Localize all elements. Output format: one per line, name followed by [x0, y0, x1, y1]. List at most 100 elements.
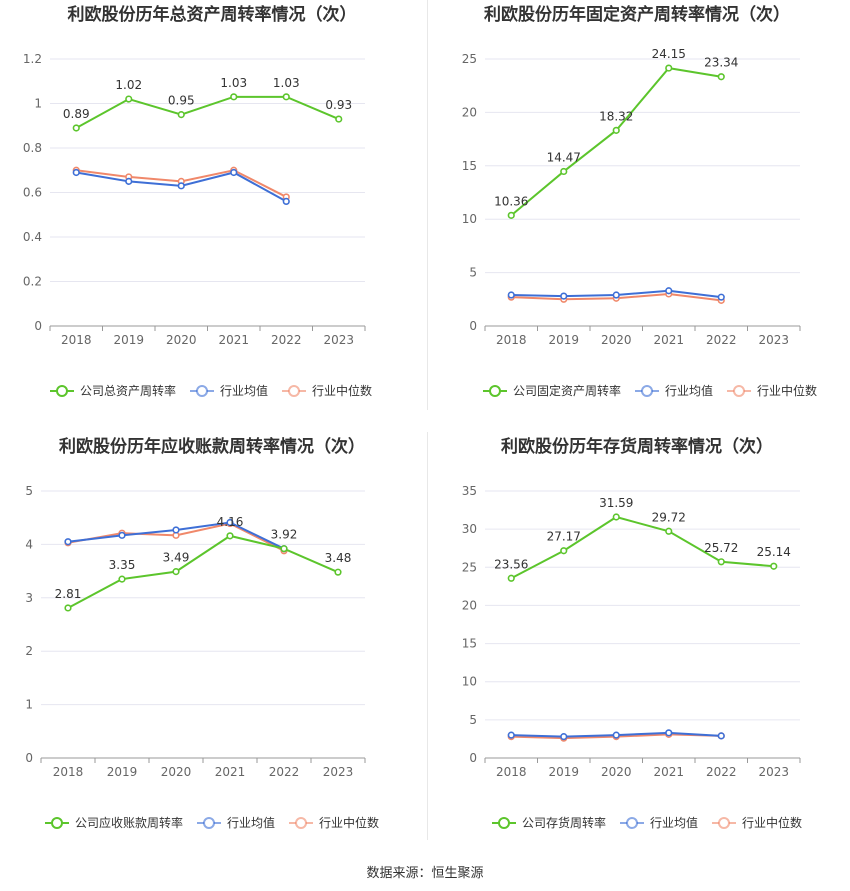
data-point-company — [118, 575, 126, 583]
legend-marker-median — [733, 385, 745, 397]
data-label: 0.89 — [63, 107, 90, 121]
data-label: 25.14 — [757, 545, 791, 559]
y-tick-label: 0.2 — [23, 275, 42, 289]
data-label: 3.49 — [163, 551, 190, 565]
y-tick-label: 1 — [34, 97, 42, 111]
x-tick-label: 2023 — [323, 333, 354, 347]
data-point-company — [507, 211, 515, 219]
legend-marker-avg — [641, 385, 653, 397]
data-label: 4.16 — [217, 515, 244, 529]
data-label: 31.59 — [599, 496, 633, 510]
data-source-note: 数据来源：恒生聚源 — [366, 866, 484, 881]
data-point-company — [282, 93, 290, 101]
legend-marker-median — [295, 817, 307, 829]
data-label: 27.17 — [547, 530, 581, 544]
data-label: 0.93 — [325, 98, 352, 112]
x-tick-label: 2019 — [113, 333, 144, 347]
legend-label: 公司固定资产周转率 — [513, 383, 621, 398]
panel-divider-bottom — [427, 432, 428, 840]
data-label: 23.56 — [494, 557, 528, 571]
data-label: 29.72 — [652, 510, 686, 524]
x-tick-label: 2019 — [548, 765, 579, 779]
legend-marker-avg — [203, 817, 215, 829]
legend-marker-company — [56, 385, 68, 397]
x-tick-label: 2020 — [166, 333, 197, 347]
data-label: 0.95 — [168, 94, 195, 108]
y-tick-label: 30 — [462, 522, 477, 536]
data-point-company — [717, 558, 725, 566]
y-tick-label: 0 — [469, 319, 477, 333]
y-tick-label: 20 — [462, 598, 477, 612]
y-tick-label: 0.6 — [23, 186, 42, 200]
data-point-avg — [560, 292, 568, 300]
data-point-avg — [226, 518, 234, 527]
y-tick-label: 0 — [34, 319, 42, 333]
series-line-company — [510, 66, 722, 217]
data-label: 1.02 — [115, 78, 142, 92]
legend-label: 行业中位数 — [319, 815, 379, 830]
data-point-avg — [118, 531, 126, 539]
data-point-avg — [612, 291, 620, 299]
x-tick-label: 2022 — [706, 333, 737, 347]
y-tick-label: 35 — [462, 484, 477, 498]
y-tick-label: 5 — [469, 266, 477, 280]
data-label: 14.47 — [547, 150, 581, 164]
legend-marker-avg — [196, 385, 208, 397]
data-point-company — [560, 167, 568, 176]
y-tick-label: 10 — [462, 675, 477, 689]
data-point-avg — [560, 733, 568, 741]
data-point-company — [125, 95, 133, 103]
y-tick-label: 5 — [469, 713, 477, 727]
data-point-avg — [282, 197, 290, 205]
y-tick-label: 0 — [25, 751, 33, 765]
x-tick-label: 2021 — [653, 333, 684, 347]
legend-label: 公司应收账款周转率 — [75, 815, 183, 830]
legend-marker-median — [718, 817, 730, 829]
series-line-company — [67, 534, 339, 609]
y-tick-label: 3 — [25, 591, 33, 605]
data-point-avg — [125, 177, 133, 185]
x-tick-label: 2023 — [323, 765, 354, 779]
data-point-company — [334, 568, 342, 576]
data-point-company — [717, 73, 725, 81]
data-point-company — [770, 562, 778, 570]
data-point-avg — [507, 731, 515, 739]
data-label: 24.15 — [652, 47, 686, 61]
panel-divider-top — [427, 0, 428, 410]
legend-label: 公司存货周转率 — [522, 815, 606, 830]
x-tick-label: 2022 — [269, 765, 300, 779]
x-tick-label: 2023 — [758, 765, 789, 779]
data-point-avg — [72, 168, 80, 177]
data-point-company — [560, 547, 568, 555]
legend-label: 行业均值 — [650, 815, 698, 830]
x-tick-label: 2020 — [601, 765, 632, 779]
chart-panel-receivables: 利欧股份历年应收账款周转率情况（次） 0 1 2 3 4 5 2018 2019 2020 2021… — [0, 432, 425, 864]
legend-marker-avg — [626, 817, 638, 829]
y-tick-label: 15 — [462, 159, 477, 173]
series-line-company — [75, 95, 340, 129]
data-point-avg — [172, 526, 180, 534]
legend-label: 行业中位数 — [312, 383, 372, 398]
y-tick-label: 20 — [462, 105, 477, 119]
legend-marker-company — [489, 385, 501, 397]
x-tick-label: 2018 — [61, 333, 92, 347]
chart-title: 利欧股份历年存货周转率情况（次） — [501, 436, 773, 457]
legend-label: 公司总资产周转率 — [80, 383, 176, 398]
data-point-company — [172, 568, 180, 576]
legend-label: 行业均值 — [665, 383, 713, 398]
data-label: 3.48 — [325, 551, 352, 565]
y-tick-label: 25 — [462, 560, 477, 574]
data-point-company — [230, 93, 238, 101]
chart-inventory-turnover: 利欧股份历年存货周转率情况（次） 0 5 10 15 20 25 30 35 2018 2019 20… — [462, 436, 802, 830]
data-label: 23.34 — [704, 56, 738, 70]
legend-label: 行业均值 — [227, 815, 275, 830]
y-tick-label: 0.4 — [23, 230, 42, 244]
chart-fixed-asset-turnover: 利欧股份历年固定资产周转率情况（次） 0 5 10 15 20 25 2018 2019 2020… — [462, 4, 817, 398]
data-label: 1.03 — [220, 76, 247, 90]
data-label: 10.36 — [494, 194, 528, 208]
legend-marker-company — [51, 817, 63, 829]
legend-marker-company — [498, 817, 510, 829]
series-line-company — [510, 515, 774, 580]
legend-label: 行业中位数 — [742, 815, 802, 830]
x-tick-label: 2021 — [218, 333, 249, 347]
